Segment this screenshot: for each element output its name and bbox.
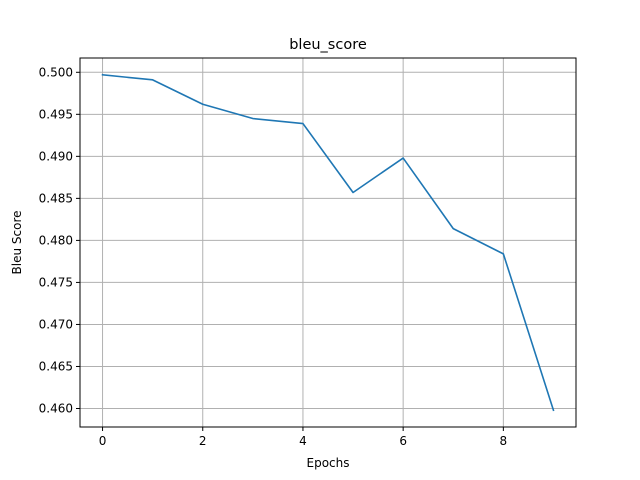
x-tick-label: 2	[199, 434, 207, 448]
x-axis-label: Epochs	[307, 456, 350, 470]
y-axis-label: Bleu Score	[10, 211, 24, 275]
y-tick-label: 0.485	[39, 191, 73, 205]
y-tick-label: 0.460	[39, 402, 73, 416]
x-tick-label: 4	[299, 434, 307, 448]
y-tick-label: 0.475	[39, 275, 73, 289]
y-tick-label: 0.495	[39, 107, 73, 121]
x-tick-label: 0	[99, 434, 107, 448]
plot-frame	[79, 57, 577, 428]
y-tick-label: 0.470	[39, 317, 73, 331]
y-tick-label: 0.500	[39, 65, 73, 79]
x-tick-label: 8	[500, 434, 508, 448]
y-tick-label: 0.480	[39, 233, 73, 247]
grid-layer	[80, 58, 576, 427]
ticks-layer: 0 2 4 6 8 0.460 0.465 0.470 0.475 0.480 0.485 0.490…	[39, 65, 508, 448]
series-line	[101, 73, 555, 412]
chart-title: bleu_score	[289, 37, 367, 53]
series-layer	[101, 73, 555, 412]
y-tick-label: 0.490	[39, 149, 73, 163]
x-tick-label: 6	[399, 434, 407, 448]
y-tick-label: 0.465	[39, 359, 73, 373]
